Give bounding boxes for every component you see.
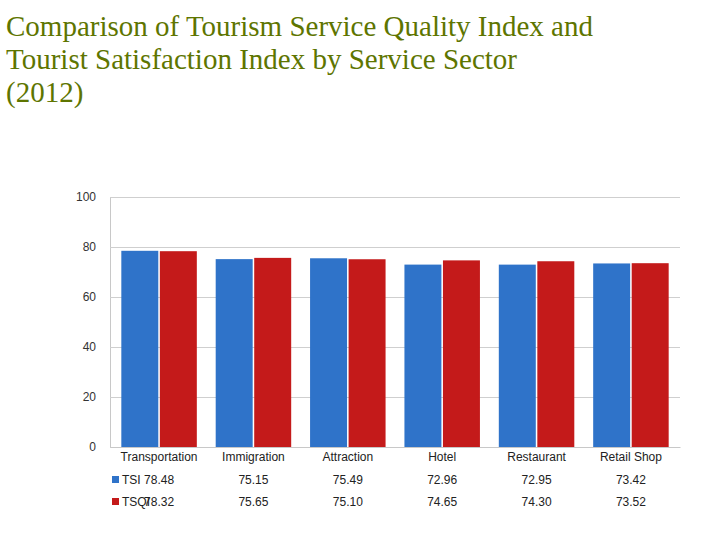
bar [632, 263, 669, 447]
data-label: 72.96 [427, 473, 457, 487]
data-label: 73.42 [616, 473, 646, 487]
x-tick-label: Transportation [121, 450, 198, 464]
y-tick-label: 80 [83, 240, 97, 254]
bar [310, 258, 347, 447]
chart: Comparison of Tourism Service Quality In… [0, 0, 720, 540]
bar [160, 251, 197, 447]
bars [121, 251, 668, 447]
title-line: Comparison of Tourism Service Quality In… [6, 10, 593, 42]
bar [537, 261, 574, 447]
data-label: 78.32 [144, 495, 174, 509]
bar [121, 251, 158, 447]
data-label: 78.48 [144, 473, 174, 487]
bar [216, 259, 253, 447]
data-label: 75.65 [238, 495, 268, 509]
x-axis-line [111, 447, 681, 448]
data-table: TSI78.4875.1575.4972.9672.9573.42TSQI78.… [112, 473, 646, 509]
y-tick-label: 60 [83, 290, 97, 304]
x-tick-label: Attraction [322, 450, 373, 464]
y-tick-label: 0 [89, 440, 96, 454]
bar [593, 263, 630, 447]
bar [443, 260, 480, 447]
y-tick-label: 40 [83, 340, 97, 354]
grid-line [110, 247, 680, 248]
bar [349, 259, 386, 447]
legend-key [112, 476, 119, 483]
title-line: Tourist Satisfaction Index by Service Se… [6, 43, 517, 75]
x-tick-label: Retail Shop [600, 450, 662, 464]
data-label: 74.30 [522, 495, 552, 509]
y-tick-label: 20 [83, 390, 97, 404]
x-tick-label: Restaurant [507, 450, 566, 464]
x-tick: Hotel [428, 450, 456, 464]
bar [404, 265, 441, 447]
y-tick: 100 [76, 190, 680, 204]
y-axis-line [111, 198, 681, 448]
x-tick-label: Immigration [222, 450, 285, 464]
data-label: 75.10 [333, 495, 363, 509]
x-tick: Attraction [322, 450, 373, 464]
bar [499, 265, 536, 447]
grid-line [110, 197, 680, 198]
x-tick: Retail Shop [600, 450, 662, 464]
x-tick: Transportation [121, 450, 198, 464]
y-axis: 0 20 40 60 80 100 [76, 190, 680, 454]
bar [254, 258, 291, 447]
y-tick-label: 100 [76, 190, 96, 204]
x-tick: Immigration [222, 450, 285, 464]
data-label: 75.15 [238, 473, 268, 487]
data-label: 73.52 [616, 495, 646, 509]
x-axis: Transportation Immigration Attraction Hotel… [111, 448, 681, 464]
title-line: (2012) [6, 76, 83, 109]
legend-label: TSI [122, 473, 141, 487]
data-label: 74.65 [427, 495, 457, 509]
grid-line [110, 447, 680, 448]
data-label: 75.49 [333, 473, 363, 487]
x-tick-label: Hotel [428, 450, 456, 464]
legend-key [112, 498, 119, 505]
data-label: 72.95 [522, 473, 552, 487]
title: Comparison of Tourism Service Quality In… [6, 10, 593, 109]
x-tick: Restaurant [507, 450, 566, 464]
